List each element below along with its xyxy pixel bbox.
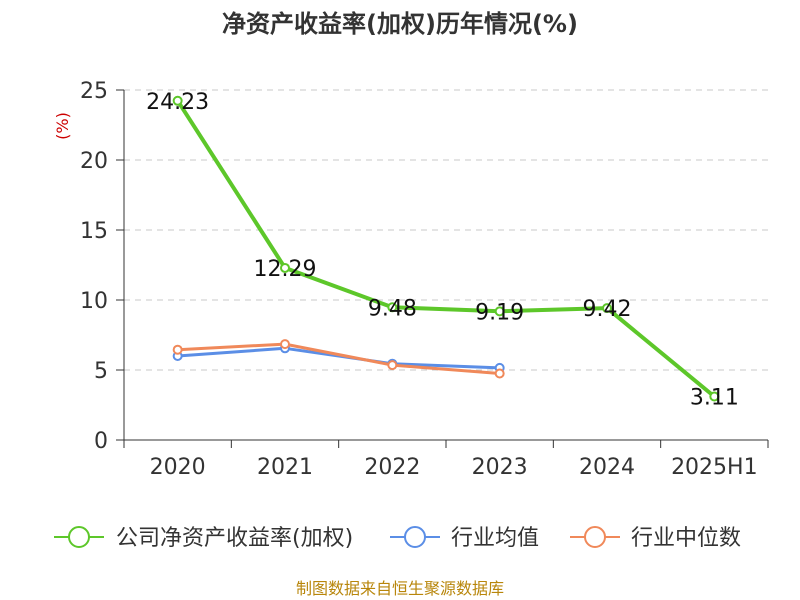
chart-title: 净资产收益率(加权)历年情况(%) <box>222 10 578 38</box>
x-tick-label: 2020 <box>150 455 206 480</box>
legend: 公司净资产收益率(加权) 行业均值 行业中位数 <box>54 526 741 551</box>
data-point <box>280 339 290 350</box>
y-tick-label: 0 <box>94 429 108 454</box>
series-layer <box>172 95 720 402</box>
data-point <box>172 95 183 106</box>
data-label: 3.11 <box>690 385 739 410</box>
legend-label: 行业中位数 <box>631 526 741 551</box>
series-line <box>177 346 500 370</box>
x-tick-label: 2022 <box>364 455 420 480</box>
data-label: 9.48 <box>368 296 417 321</box>
x-tick-label: 2024 <box>579 455 635 480</box>
data-point <box>709 391 720 402</box>
data-point <box>280 262 290 273</box>
data-point <box>602 303 612 314</box>
data-source-note: 制图数据来自恒生聚源数据库 <box>296 579 504 598</box>
data-point <box>494 368 505 379</box>
x-tick-label: 2025H1 <box>671 455 758 480</box>
data-point <box>172 344 183 355</box>
y-axis-unit-label: (%) <box>53 112 72 140</box>
legend-label: 公司净资产收益率(加权) <box>116 526 353 551</box>
data-label: 9.19 <box>475 300 524 325</box>
data-label: 9.42 <box>583 297 632 322</box>
legend-marker-icon <box>68 526 90 548</box>
data-point <box>494 306 505 317</box>
data-label: 24.23 <box>146 90 209 115</box>
series-line <box>176 99 716 399</box>
y-tick-label: 20 <box>80 149 108 174</box>
y-tick-label: 15 <box>80 219 108 244</box>
x-tick-label: 2023 <box>472 455 528 480</box>
legend-marker-icon <box>584 526 606 548</box>
data-point <box>387 302 398 313</box>
axis-layer: 0 5 10 15 20 25 2020 2021 2022 2023 2024 2025H1 <box>80 79 769 480</box>
data-label: 12.29 <box>254 257 317 282</box>
legend-label: 行业均值 <box>451 526 539 551</box>
y-tick-label: 5 <box>94 359 108 384</box>
y-tick-label: 25 <box>80 79 108 104</box>
data-point <box>387 360 398 371</box>
series-line <box>177 342 500 375</box>
legend-marker-icon <box>404 526 426 548</box>
grid-layer <box>124 89 768 371</box>
y-tick-label: 10 <box>80 289 108 314</box>
x-tick-label: 2021 <box>257 455 313 480</box>
data-label-layer: 24.23 12.29 9.48 9.19 9.42 3.11 <box>146 90 739 411</box>
